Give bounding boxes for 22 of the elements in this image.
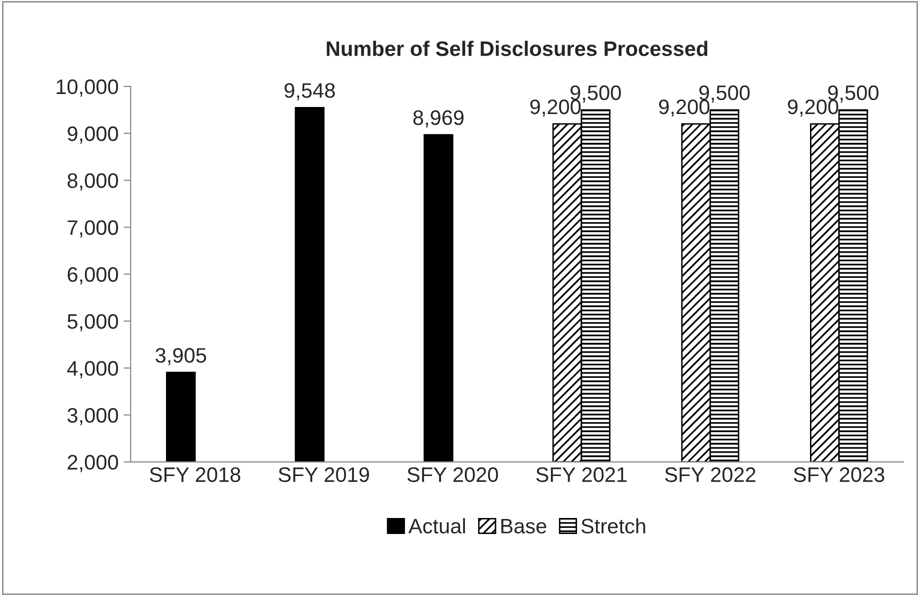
x-tick-label: SFY 2023 (794, 467, 884, 482)
y-tick-label: 7,000 (68, 220, 118, 238)
legend-label: Base (501, 518, 546, 534)
y-tick-label: 2,000 (68, 454, 118, 472)
x-tick-label: SFY 2022 (665, 467, 756, 482)
y-tick-label: 8,000 (68, 173, 118, 191)
y-tick-label: 4,000 (67, 361, 118, 378)
x-tick-label: SFY 2019 (278, 467, 369, 482)
data-label: 3,905 (156, 348, 206, 366)
y-tick-label: 6,000 (68, 267, 118, 284)
x-tick-label: SFY 2021 (536, 467, 627, 482)
y-tick-label: 3,000 (68, 408, 118, 426)
legend-label: Actual (408, 518, 465, 534)
y-tick-label: 9,000 (68, 126, 118, 144)
x-tick-label: SFY 2018 (150, 467, 240, 482)
y-tick-label: 5,000 (68, 314, 118, 332)
data-label: 8,969 (413, 110, 464, 128)
legend-label: Stretch (581, 518, 646, 534)
y-tick-label: 10,000 (56, 79, 118, 97)
x-tick-label: SFY 2020 (407, 467, 498, 482)
chart-title: Number of Self Disclosures Processed (326, 40, 708, 56)
data-label: 9,548 (284, 83, 335, 100)
